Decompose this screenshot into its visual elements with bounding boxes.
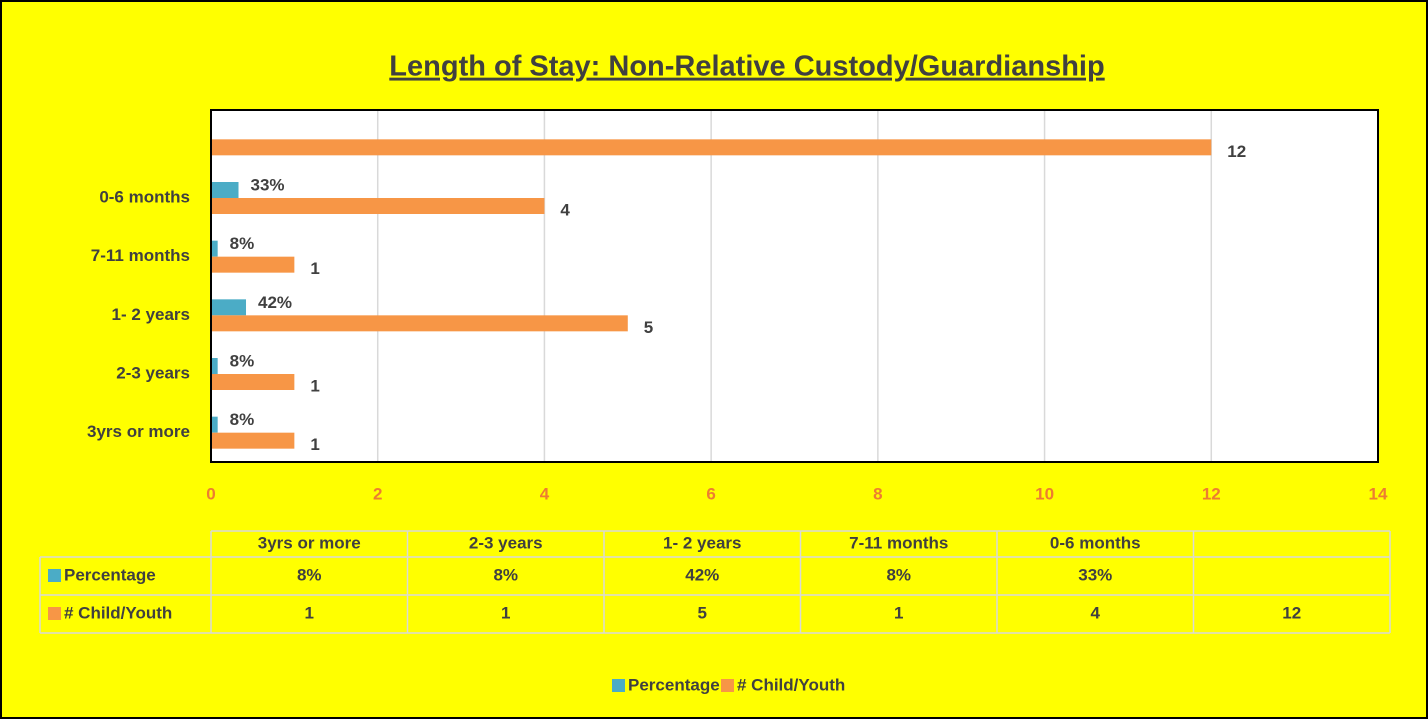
- data-label: 33%: [251, 175, 285, 194]
- table-cell: 1: [501, 603, 510, 622]
- data-label: 12: [1227, 142, 1246, 161]
- y-tick-label: 1- 2 years: [112, 305, 190, 324]
- bar: [211, 432, 295, 449]
- bar: [211, 374, 295, 390]
- table-legend-key: [48, 607, 61, 620]
- table-header: 0-6 months: [1050, 533, 1141, 552]
- table-row-label: # Child/Youth: [64, 603, 172, 622]
- y-tick-label: 7-11 months: [91, 246, 190, 265]
- plot-border: [210, 109, 1379, 463]
- x-tick-label: 6: [706, 484, 715, 503]
- x-tick-label: 12: [1202, 484, 1221, 503]
- table-cell: 4: [1091, 603, 1101, 622]
- bar: [211, 240, 218, 257]
- table-cell: 33%: [1078, 565, 1112, 584]
- data-label: 42%: [258, 293, 292, 312]
- legend-label: # Child/Youth: [737, 675, 845, 694]
- x-tick-label: 2: [373, 484, 382, 503]
- data-label: 4: [560, 200, 570, 219]
- bar: [211, 198, 545, 214]
- data-label: 1: [310, 376, 319, 395]
- table-cell: 8%: [886, 565, 911, 584]
- table-header: 1- 2 years: [663, 533, 741, 552]
- legend-key: [721, 679, 734, 692]
- x-tick-label: 4: [540, 484, 550, 503]
- table-cell: 1: [305, 603, 314, 622]
- table-cell: 8%: [493, 565, 518, 584]
- bar: [211, 182, 239, 198]
- y-tick-label: 2-3 years: [116, 363, 190, 382]
- legend-label: Percentage: [628, 675, 720, 694]
- table-header: 7-11 months: [849, 533, 948, 552]
- x-tick-label: 0: [206, 484, 215, 503]
- data-label: 5: [644, 318, 653, 337]
- x-tick-label: 14: [1369, 484, 1388, 503]
- table-row-label: Percentage: [64, 565, 156, 584]
- data-label: 1: [310, 435, 319, 454]
- bar: [211, 256, 295, 273]
- y-tick-label: 0-6 months: [99, 187, 190, 206]
- table-cell: 8%: [297, 565, 322, 584]
- data-label: 8%: [230, 234, 255, 253]
- table-legend-key: [48, 569, 61, 582]
- data-label: 8%: [230, 410, 255, 429]
- table-header: 3yrs or more: [258, 533, 361, 552]
- bar: [211, 416, 218, 433]
- bar: [211, 358, 218, 374]
- bar: [211, 299, 247, 316]
- table-cell: 12: [1282, 603, 1301, 622]
- table-cell: 42%: [685, 565, 719, 584]
- x-tick-label: 10: [1035, 484, 1054, 503]
- data-label: 1: [310, 259, 319, 278]
- data-label: 8%: [230, 351, 255, 370]
- legend-key: [612, 679, 625, 692]
- table-cell: 1: [894, 603, 903, 622]
- y-tick-label: 3yrs or more: [87, 422, 190, 441]
- table-cell: 5: [698, 603, 707, 622]
- table-header: 2-3 years: [469, 533, 543, 552]
- bar: [211, 139, 1212, 156]
- bar: [211, 315, 628, 332]
- x-tick-label: 8: [873, 484, 882, 503]
- chart-title: Length of Stay: Non-Relative Custody/Gua…: [389, 51, 1104, 83]
- plot-area: [211, 110, 1378, 462]
